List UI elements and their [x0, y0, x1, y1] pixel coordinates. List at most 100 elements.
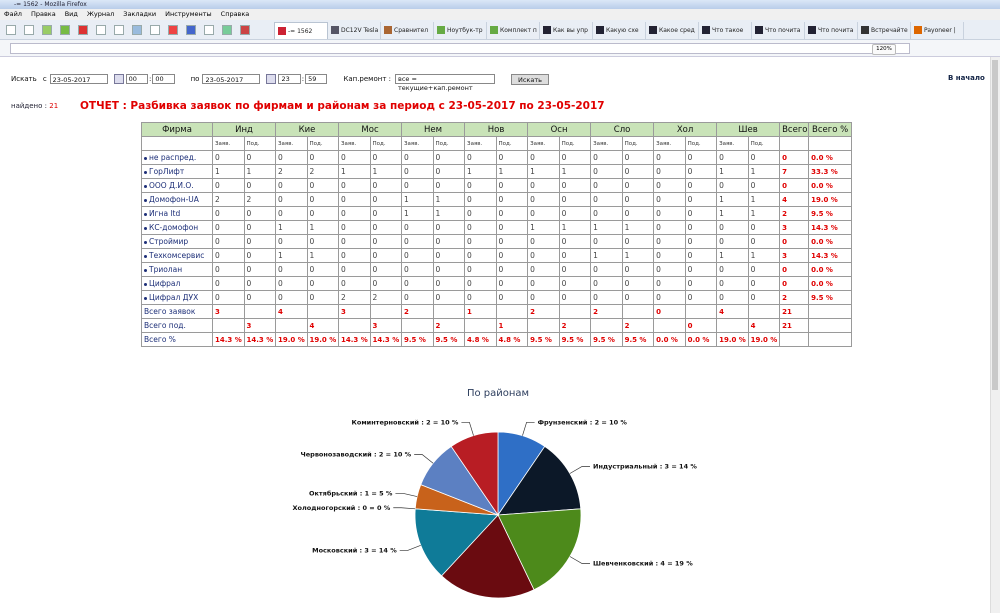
tab-icon	[331, 26, 339, 34]
value-cell: 1	[464, 164, 497, 179]
minute-select[interactable]: 00	[152, 74, 175, 84]
menu-item[interactable]: Закладки	[123, 10, 157, 18]
tab[interactable]: Комплект п	[487, 22, 540, 39]
firm-row: Техкомсервис 0 0 1 1 0 0 0 0 0 0 0 0 1 1 0 0 1 1 3 14.3 %	[141, 248, 853, 263]
toolbar-button[interactable]	[204, 25, 214, 35]
subheader: Заяв.	[716, 136, 749, 151]
subheader: Под.	[306, 136, 340, 151]
menu-item[interactable]: Файл	[4, 10, 22, 18]
value-cell: 0	[653, 150, 686, 165]
value-cell: 0	[464, 178, 497, 193]
value-cell: 0	[212, 276, 245, 291]
value-cell: 0	[432, 262, 466, 277]
firm-cell: Домофон-UA	[141, 192, 213, 207]
tab-title: Какое сред	[659, 27, 695, 34]
menu-item[interactable]: Инструменты	[165, 10, 212, 18]
toolbar-button[interactable]	[114, 25, 124, 35]
subheader: Заяв.	[590, 136, 623, 151]
percent-cell: 0.0 %	[808, 150, 853, 165]
value-cell: 1	[243, 164, 277, 179]
percent-cell: 9.5 %	[401, 332, 434, 347]
value-cell: 0	[495, 234, 529, 249]
home-link[interactable]: В начало	[948, 74, 985, 82]
toolbar-button[interactable]	[168, 25, 178, 35]
repair-select[interactable]: все = текущие+кап.ремонт	[395, 74, 495, 92]
tab[interactable]: Какую схе	[593, 22, 646, 39]
menu-item[interactable]: Журнал	[86, 10, 115, 18]
value-cell: 0	[243, 248, 277, 263]
label: с	[42, 75, 47, 83]
leader-line	[461, 421, 474, 436]
menu-item[interactable]: Правка	[30, 10, 56, 18]
value-cell: 0	[653, 234, 686, 249]
tab[interactable]: Что почита	[752, 22, 805, 39]
tab[interactable]: Встречайте UN	[858, 22, 911, 39]
value-cell: 2	[212, 192, 245, 207]
firm-name: Строймир	[149, 237, 189, 246]
zoom-indicator[interactable]: 120%	[872, 44, 896, 55]
firm-cell: Техкомсервис	[141, 248, 213, 263]
toolbar-button[interactable]	[186, 25, 196, 35]
total-cell: 21	[779, 304, 810, 319]
value-cell: 0	[338, 192, 371, 207]
date-input[interactable]: 23-05-2017	[49, 74, 108, 84]
tab[interactable]: Что почита	[805, 22, 858, 39]
toolbar-button[interactable]	[42, 25, 52, 35]
toolbar-button[interactable]	[222, 25, 232, 35]
value-cell: 0	[212, 150, 245, 165]
tab[interactable]: Что такое	[699, 22, 752, 39]
slice-label: Коминтерновский : 2 = 10 %	[352, 418, 459, 426]
tab[interactable]: Какое сред	[646, 22, 699, 39]
totals-label: Всего под.	[141, 318, 213, 333]
scroll-thumb[interactable]	[992, 60, 998, 390]
toolbar-button[interactable]	[60, 25, 70, 35]
value-cell: 0	[243, 290, 277, 305]
cell: 3	[212, 304, 245, 319]
calendar-button[interactable]	[113, 74, 124, 84]
value-cell: 0	[369, 192, 403, 207]
value-cell: 2	[306, 164, 340, 179]
tab[interactable]: Ноутбук-тр	[434, 22, 487, 39]
toolbar-button[interactable]	[96, 25, 106, 35]
toolbar-button[interactable]	[132, 25, 142, 35]
tab-icon	[278, 27, 286, 35]
toolbar-button[interactable]	[240, 25, 250, 35]
tab[interactable]: Сравнител	[381, 22, 434, 39]
value-cell: 0	[464, 234, 497, 249]
tab[interactable]: -= 1562	[274, 22, 328, 39]
value-cell: 0	[464, 220, 497, 235]
hour-select[interactable]: 23	[278, 74, 301, 84]
value-cell: 0	[464, 192, 497, 207]
value-cell: 0	[275, 192, 308, 207]
toolbar-button[interactable]	[6, 25, 16, 35]
date-input[interactable]: 23-05-2017	[202, 74, 261, 84]
tab[interactable]: DC12V Tesla	[328, 22, 381, 39]
url-field[interactable]	[10, 43, 910, 54]
subheader: Под.	[495, 136, 529, 151]
tab-title: Что такое	[712, 27, 744, 34]
value-cell: 1	[338, 164, 371, 179]
toolbar-button[interactable]	[78, 25, 88, 35]
menu-item[interactable]: Вид	[64, 10, 78, 18]
value-cell: 0	[747, 262, 781, 277]
hour-select[interactable]: 00	[125, 74, 148, 84]
tab[interactable]: Payoneer |	[911, 22, 964, 39]
toolbar-button[interactable]	[24, 25, 34, 35]
tab[interactable]: Как вы упр	[540, 22, 593, 39]
value-cell: 0	[527, 290, 560, 305]
totals-label: Всего заявок	[141, 304, 213, 319]
value-cell: 0	[432, 276, 466, 291]
total-cell: 0	[779, 178, 810, 193]
calendar-button[interactable]	[266, 74, 277, 84]
value-cell: 0	[243, 206, 277, 221]
firm-row: не распред. 0 0 0 0 0 0 0 0 0 0 0 0 0 0 0 0 0 0 0 0.0 %	[141, 150, 853, 165]
menu-item[interactable]: Справка	[220, 10, 250, 18]
firm-name: ГорЛифт	[149, 167, 185, 176]
empty-cell	[141, 136, 213, 151]
search-button[interactable]: Искать	[511, 73, 549, 85]
percent-cell: 9.5 %	[590, 332, 623, 347]
firm-cell: Строймир	[141, 234, 213, 249]
toolbar-button[interactable]	[150, 25, 160, 35]
total-cell: 0	[779, 150, 810, 165]
minute-select[interactable]: 59	[305, 74, 328, 84]
